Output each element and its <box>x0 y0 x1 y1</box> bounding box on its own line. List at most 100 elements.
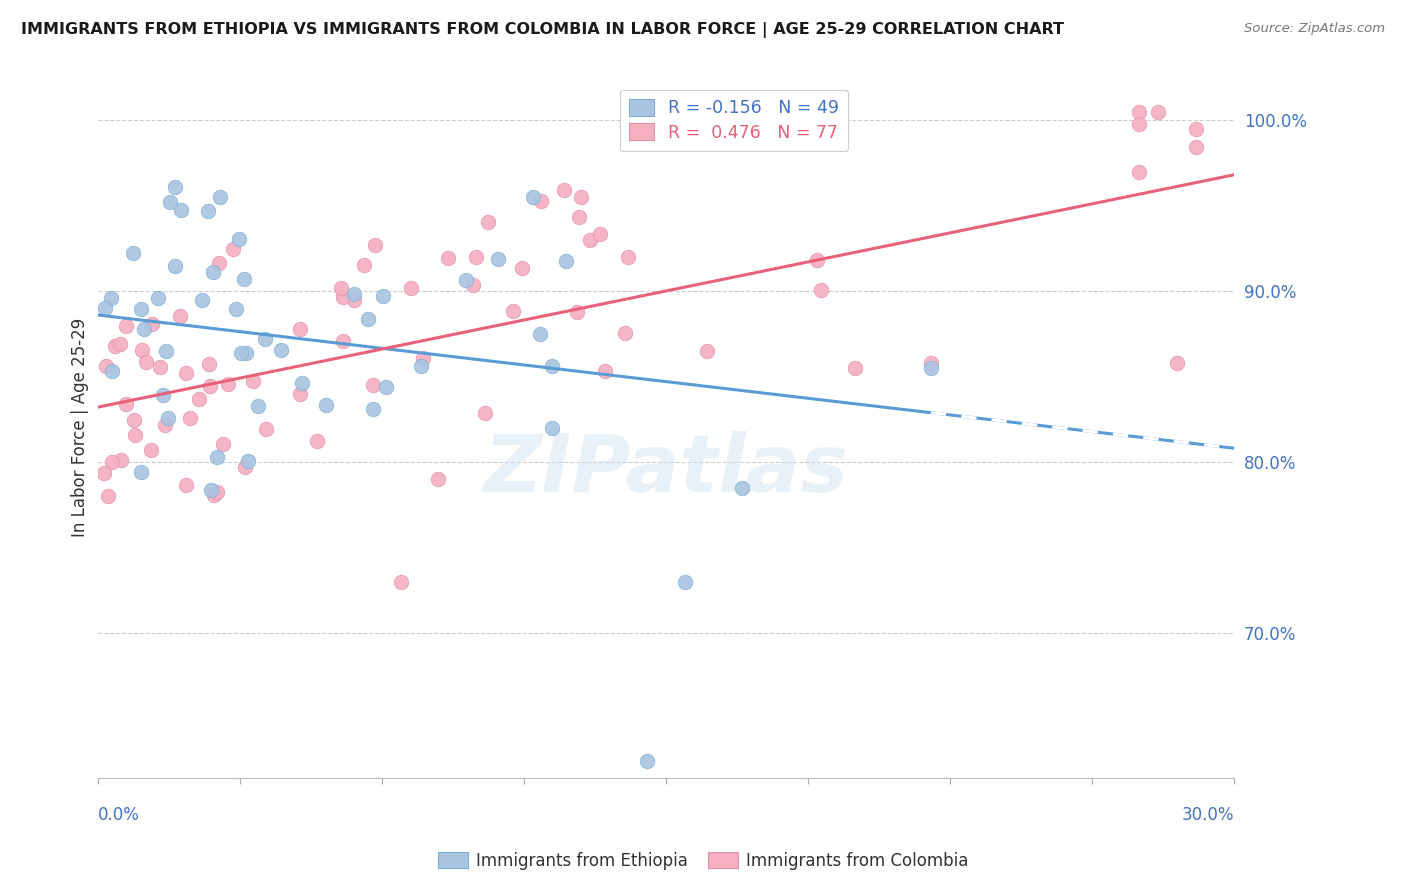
Point <box>569 190 592 204</box>
Point <box>146 291 169 305</box>
Point <box>1128 165 1150 179</box>
Point <box>332 334 354 348</box>
Point <box>427 472 450 486</box>
Point <box>94 301 117 316</box>
Point <box>225 302 247 317</box>
Point <box>135 355 157 369</box>
Point <box>104 339 127 353</box>
Point <box>228 232 250 246</box>
Point <box>844 360 866 375</box>
Point <box>522 190 544 204</box>
Point <box>270 343 292 357</box>
Point <box>233 272 256 286</box>
Point <box>617 250 640 264</box>
Point <box>357 311 380 326</box>
Point <box>529 327 551 342</box>
Point <box>1128 117 1150 131</box>
Point <box>796 104 818 119</box>
Legend: R = -0.156   N = 49, R =  0.476   N = 77: R = -0.156 N = 49, R = 0.476 N = 77 <box>620 89 848 152</box>
Point <box>190 293 212 308</box>
Point <box>477 215 499 229</box>
Point <box>217 377 239 392</box>
Point <box>139 442 162 457</box>
Point <box>197 203 219 218</box>
Text: 30.0%: 30.0% <box>1181 806 1234 824</box>
Point <box>129 465 152 479</box>
Point <box>254 422 277 436</box>
Point <box>254 332 277 346</box>
Point <box>553 183 575 197</box>
Point <box>242 374 264 388</box>
Point <box>567 305 589 319</box>
Point <box>1185 140 1208 154</box>
Point <box>1147 104 1170 119</box>
Point <box>555 254 578 268</box>
Point <box>332 290 354 304</box>
Point <box>474 406 496 420</box>
Point <box>343 287 366 301</box>
Point <box>149 359 172 374</box>
Point <box>730 481 752 495</box>
Point <box>636 754 658 768</box>
Point <box>454 273 477 287</box>
Point <box>205 450 228 465</box>
Legend: Immigrants from Ethiopia, Immigrants from Colombia: Immigrants from Ethiopia, Immigrants fro… <box>430 846 976 877</box>
Point <box>541 359 564 374</box>
Point <box>502 304 524 318</box>
Point <box>806 253 828 268</box>
Point <box>115 319 138 334</box>
Point <box>246 399 269 413</box>
Point <box>187 392 209 406</box>
Point <box>810 283 832 297</box>
Point <box>96 359 118 373</box>
Point <box>363 378 385 392</box>
Point <box>174 366 197 380</box>
Point <box>93 466 115 480</box>
Point <box>222 243 245 257</box>
Point <box>486 252 509 266</box>
Point <box>124 428 146 442</box>
Point <box>198 358 221 372</box>
Point <box>579 233 602 247</box>
Point <box>155 344 177 359</box>
Point <box>174 478 197 492</box>
Point <box>238 454 260 468</box>
Point <box>568 211 591 225</box>
Point <box>510 260 533 275</box>
Point <box>673 574 696 589</box>
Point <box>208 256 231 270</box>
Point <box>97 490 120 504</box>
Point <box>412 351 434 365</box>
Point <box>465 250 488 264</box>
Point <box>235 345 257 359</box>
Point <box>129 302 152 317</box>
Point <box>110 337 132 351</box>
Point <box>200 483 222 498</box>
Point <box>305 434 328 448</box>
Point <box>1166 356 1188 370</box>
Point <box>290 376 312 390</box>
Point <box>363 402 385 417</box>
Point <box>409 359 432 374</box>
Point <box>1128 104 1150 119</box>
Point <box>153 418 176 433</box>
Point <box>288 322 311 336</box>
Point <box>231 345 253 359</box>
Point <box>122 246 145 260</box>
Point <box>132 322 155 336</box>
Point <box>343 293 366 308</box>
Point <box>614 326 637 340</box>
Text: IMMIGRANTS FROM ETHIOPIA VS IMMIGRANTS FROM COLOMBIA IN LABOR FORCE | AGE 25-29 : IMMIGRANTS FROM ETHIOPIA VS IMMIGRANTS F… <box>21 22 1064 38</box>
Point <box>920 356 942 370</box>
Point <box>920 360 942 375</box>
Text: Source: ZipAtlas.com: Source: ZipAtlas.com <box>1244 22 1385 36</box>
Point <box>209 190 232 204</box>
Point <box>165 260 187 274</box>
Point <box>101 455 124 469</box>
Point <box>131 343 153 358</box>
Point <box>198 379 221 393</box>
Point <box>329 281 352 295</box>
Point <box>315 398 337 412</box>
Point <box>389 574 412 589</box>
Point <box>399 281 422 295</box>
